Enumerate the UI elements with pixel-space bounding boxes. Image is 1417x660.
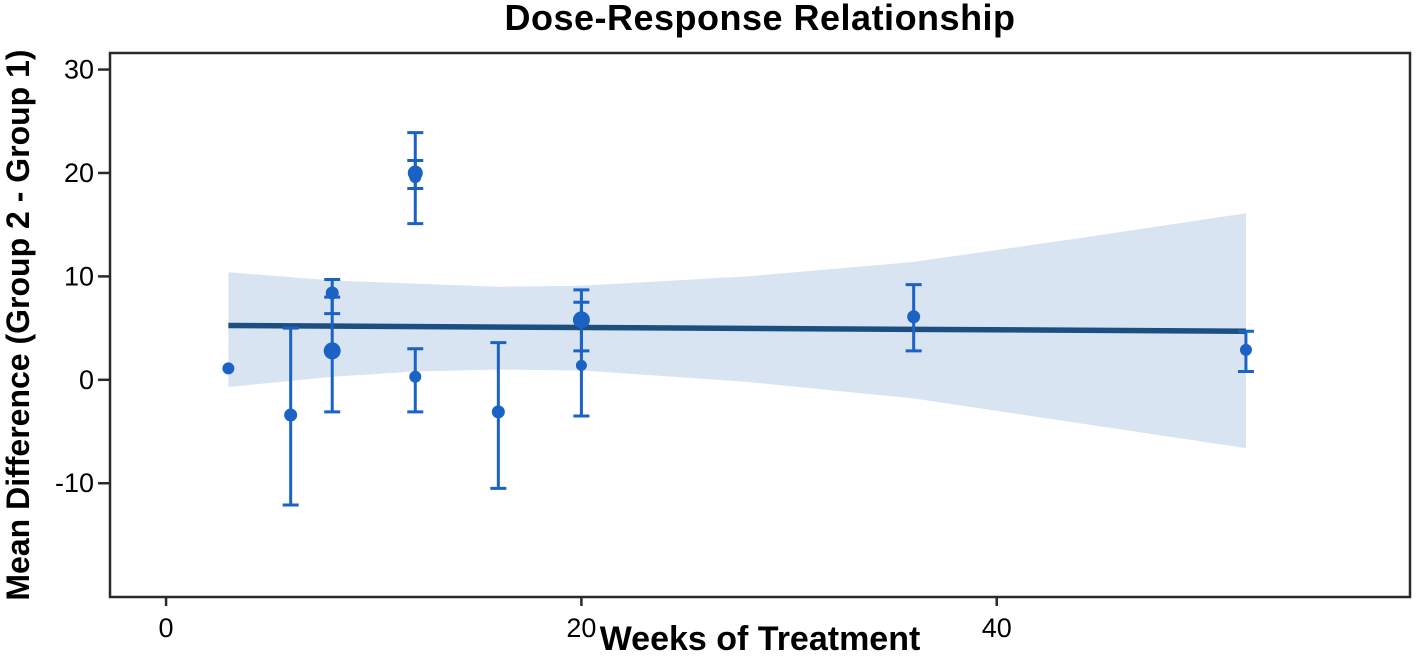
y-tick-label: 0 xyxy=(79,365,94,395)
data-point xyxy=(409,370,422,383)
plot-border xyxy=(108,51,1412,599)
chart-title: Dose-Response Relationship xyxy=(504,0,1016,38)
data-point xyxy=(323,342,341,360)
y-tick-label: 20 xyxy=(64,158,94,188)
data-point xyxy=(409,171,422,184)
x-axis-label: Weeks of Treatment xyxy=(599,620,921,658)
data-point xyxy=(491,405,505,419)
x-tick-label: 40 xyxy=(982,613,1012,643)
regression-line xyxy=(228,322,1246,334)
x-tick-label: 0 xyxy=(159,613,174,643)
data-point xyxy=(572,311,590,329)
y-axis-label: Mean Difference (Group 2 - Group 1) xyxy=(0,49,36,601)
data-point xyxy=(907,310,921,324)
data-point xyxy=(575,359,587,371)
y-tick-label: 30 xyxy=(64,55,94,85)
y-tick-label: -10 xyxy=(55,468,94,498)
data-point xyxy=(1239,343,1252,356)
data-point xyxy=(325,286,339,300)
y-tick-label: 10 xyxy=(64,261,94,291)
x-tick-label: 20 xyxy=(566,613,596,643)
data-point xyxy=(222,362,235,375)
data-point xyxy=(284,408,298,422)
